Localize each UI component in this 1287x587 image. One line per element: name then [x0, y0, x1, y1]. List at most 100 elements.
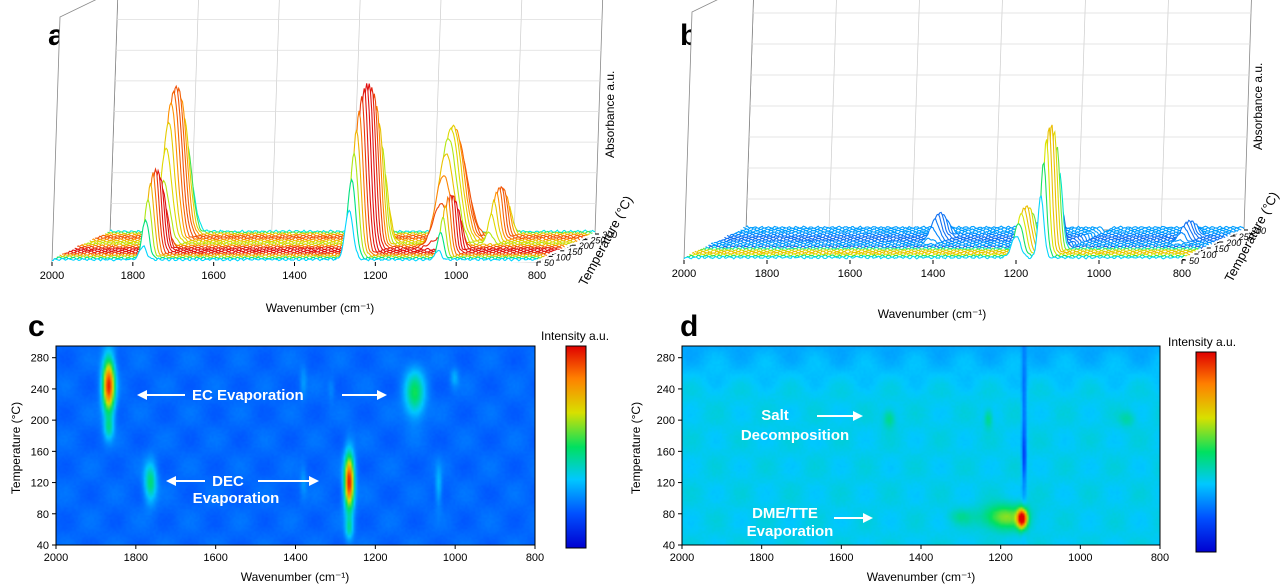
spectrum-fill	[52, 210, 537, 265]
x-tick-label: 1400	[909, 552, 933, 564]
panel-a-x-label: Wavenumber (cm⁻¹)	[266, 301, 375, 315]
panel-c-x-label: Wavenumber (cm⁻¹)	[241, 570, 350, 584]
temperature-tick-label: 200	[578, 241, 594, 251]
annotation-salt: Salt	[761, 407, 789, 424]
y-tick-label: 120	[657, 478, 675, 490]
left-wall	[51, 0, 119, 263]
x-tick-label: 800	[1151, 552, 1169, 564]
panel-a-waterfall: 2000 1800 1600 1400 1200 1000 800 501001502002…	[40, 0, 636, 315]
y-tick-label: 160	[31, 446, 49, 458]
y-tick-label: 80	[663, 509, 675, 521]
y-tick-label: 280	[31, 353, 49, 365]
x-tick-label: 1000	[1068, 552, 1092, 564]
panel-b-axes-box	[683, 0, 1252, 261]
panel-a-axes-box	[51, 0, 604, 263]
y-tick-label: 40	[37, 540, 49, 552]
panel-label-c: c	[28, 310, 45, 343]
x-tick-label: 1000	[443, 552, 467, 564]
x-tick-label: 1200	[988, 552, 1012, 564]
y-tick-label: 240	[31, 384, 49, 396]
x-tick-label: 1000	[444, 270, 468, 282]
temperature-tick-label: 300	[602, 230, 617, 240]
arrow-dec-left	[166, 476, 205, 486]
spectrum-fill	[77, 93, 563, 253]
panel-a-x-ticks: 2000 1800 1600 1400 1200 1000 800	[40, 262, 546, 282]
panel-d-annotations: Salt Decomposition DME/TTE Evaporation	[741, 407, 873, 540]
spectrum-line	[94, 89, 581, 242]
panel-b-waterfall: 2000 1800 1600 1400 1200 1000 800 501001502002…	[672, 0, 1282, 321]
panel-c-contour-image	[56, 346, 535, 545]
y-tick-label: 120	[31, 478, 49, 490]
temperature-tick-label: 50	[544, 258, 554, 268]
left-wall	[683, 0, 754, 261]
spectrum-line	[683, 195, 1183, 260]
spectrum-line	[97, 84, 583, 240]
panel-a-z-label: Absorbance a.u.	[603, 71, 617, 158]
y-tick-label: 200	[31, 415, 49, 427]
spectrum-line	[52, 209, 538, 262]
x-tick-label: 800	[526, 552, 544, 564]
annotation-ec-evaporation: EC Evaporation	[192, 387, 304, 404]
x-tick-label: 2000	[40, 270, 64, 282]
panel-c-y-ticks: 40 80 120 160 200 240 280	[31, 353, 56, 552]
panel-c-x-ticks: 2000 1800 1600 1400 1200 1000 800	[44, 545, 544, 564]
panel-d-colorbar-label: Intensity a.u.	[1168, 335, 1236, 349]
temperature-tick-label: 150	[1214, 244, 1229, 254]
panel-d-colorbar	[1195, 351, 1217, 553]
y-tick-label: 40	[663, 540, 675, 552]
annotation-dme-tte: DME/TTE	[752, 505, 818, 522]
x-tick-label: 2000	[670, 552, 694, 564]
x-tick-label: 1200	[363, 270, 387, 282]
y-tick-label: 80	[37, 509, 49, 521]
spectrum-line	[92, 101, 578, 243]
panel-a-spectra	[52, 83, 596, 265]
panel-b-x-ticks: 2000 1800 1600 1400 1200 1000 800	[672, 260, 1191, 280]
x-tick-label: 1600	[829, 552, 853, 564]
x-tick-label: 1400	[282, 270, 306, 282]
annotation-dme-tte-evaporation: Evaporation	[747, 523, 834, 540]
spectrum-line	[726, 213, 1226, 258]
panel-d-x-ticks: 2000 1800 1600 1400 1200 1000 800	[670, 545, 1169, 564]
x-tick-label: 2000	[44, 552, 68, 564]
y-tick-label: 160	[657, 446, 675, 458]
temperature-tick-label: 300	[1251, 226, 1266, 236]
arrow-dme-tte	[834, 513, 873, 523]
temperature-tick-label: 250	[1238, 232, 1254, 242]
x-tick-label: 1800	[755, 268, 779, 280]
temperature-tick-label: 150	[567, 247, 582, 257]
x-tick-label: 800	[528, 270, 546, 282]
panel-d-x-label: Wavenumber (cm⁻¹)	[867, 570, 976, 584]
panel-b-x-label: Wavenumber (cm⁻¹)	[878, 307, 987, 321]
y-tick-label: 280	[657, 353, 675, 365]
annotation-dec: DEC	[212, 473, 244, 490]
panel-label-d: d	[680, 310, 698, 343]
arrow-dec-right	[258, 476, 319, 486]
spectrum-line	[702, 172, 1201, 251]
temperature-tick-label: 100	[556, 252, 571, 262]
x-tick-label: 1000	[1087, 268, 1111, 280]
y-tick-label: 200	[657, 415, 675, 427]
annotation-dec-evaporation: Evaporation	[193, 490, 280, 507]
spectrum-line	[84, 138, 570, 246]
spectrum-fill	[716, 227, 1215, 257]
x-tick-label: 1200	[1004, 268, 1028, 280]
panel-d-heatmap: 2000 1800 1600 1400 1200 1000 800 40 80 120 160 20…	[629, 335, 1236, 584]
spectrum-line	[99, 86, 586, 239]
x-tick-label: 1400	[921, 268, 945, 280]
x-tick-label: 1600	[838, 268, 862, 280]
x-tick-label: 1600	[201, 270, 225, 282]
temperature-tick-label: 100	[1201, 250, 1216, 260]
panel-c-colorbar	[565, 345, 587, 549]
panel-d-y-label: Temperature (°C)	[629, 402, 643, 494]
x-tick-label: 1200	[363, 552, 387, 564]
panel-b-spectra	[683, 124, 1245, 263]
temperature-tick-label: 200	[1225, 238, 1241, 248]
panel-c-y-label: Temperature (°C)	[9, 402, 23, 494]
panel-d-y-ticks: 40 80 120 160 200 240 280	[657, 353, 682, 552]
x-tick-label: 800	[1173, 268, 1191, 280]
temperature-tick-label: 50	[1189, 256, 1199, 266]
x-tick-label: 1400	[283, 552, 307, 564]
